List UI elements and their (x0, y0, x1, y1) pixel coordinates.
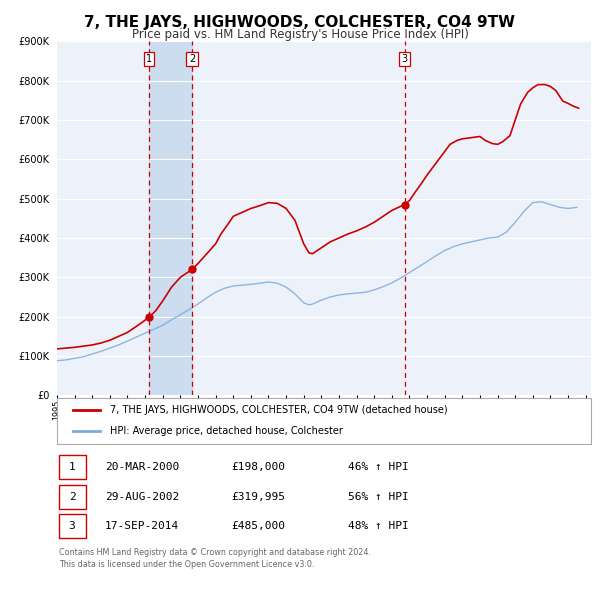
Text: 20-MAR-2000: 20-MAR-2000 (105, 463, 179, 472)
Text: 46% ↑ HPI: 46% ↑ HPI (348, 463, 409, 472)
Text: 29-AUG-2002: 29-AUG-2002 (105, 492, 179, 502)
Text: 48% ↑ HPI: 48% ↑ HPI (348, 522, 409, 531)
Text: Price paid vs. HM Land Registry's House Price Index (HPI): Price paid vs. HM Land Registry's House … (131, 28, 469, 41)
Bar (149, 41, 192, 395)
Text: 2: 2 (189, 54, 195, 64)
Text: 7, THE JAYS, HIGHWOODS, COLCHESTER, CO4 9TW (detached house): 7, THE JAYS, HIGHWOODS, COLCHESTER, CO4 … (110, 405, 448, 415)
FancyBboxPatch shape (57, 398, 591, 444)
Text: £319,995: £319,995 (231, 492, 285, 502)
Text: £485,000: £485,000 (231, 522, 285, 531)
Text: Contains HM Land Registry data © Crown copyright and database right 2024.
This d: Contains HM Land Registry data © Crown c… (59, 548, 371, 569)
Text: HPI: Average price, detached house, Colchester: HPI: Average price, detached house, Colc… (110, 426, 343, 436)
Text: 1: 1 (68, 463, 76, 472)
Text: 3: 3 (68, 522, 76, 531)
Text: £198,000: £198,000 (231, 463, 285, 472)
Text: 2: 2 (68, 492, 76, 502)
Text: 17-SEP-2014: 17-SEP-2014 (105, 522, 179, 531)
Text: 7, THE JAYS, HIGHWOODS, COLCHESTER, CO4 9TW: 7, THE JAYS, HIGHWOODS, COLCHESTER, CO4 … (85, 15, 515, 30)
Text: 3: 3 (401, 54, 407, 64)
Text: 56% ↑ HPI: 56% ↑ HPI (348, 492, 409, 502)
Text: 1: 1 (146, 54, 152, 64)
